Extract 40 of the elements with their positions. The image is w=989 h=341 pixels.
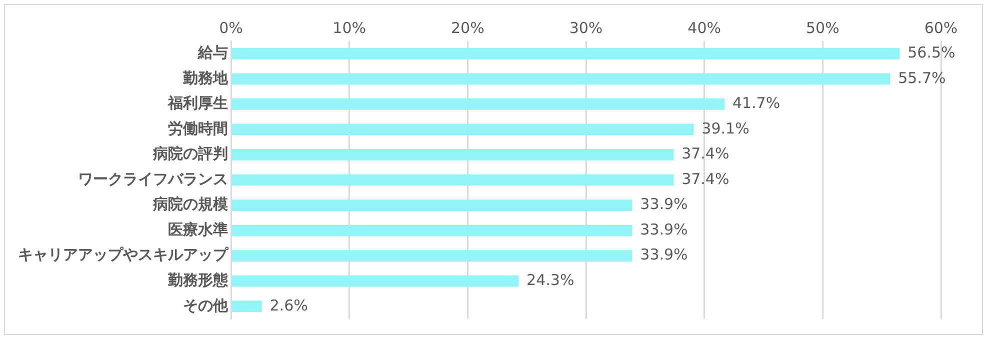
bar [232, 174, 674, 186]
bar [232, 48, 900, 60]
bar [232, 300, 262, 312]
data-label: 33.9% [640, 246, 688, 264]
data-label: 24.3% [526, 270, 574, 289]
data-label: 33.9% [640, 220, 688, 238]
y-tick-label: 医療水準 [168, 220, 228, 238]
x-tick-label: 30% [569, 18, 603, 37]
y-tick-label: 給与 [197, 44, 228, 62]
bar [232, 224, 632, 236]
y-tick-label: 勤務形態 [167, 270, 229, 289]
x-tick-label: 60% [924, 18, 958, 37]
data-label: 39.1% [702, 119, 750, 138]
bar [232, 73, 890, 85]
data-label: 33.9% [640, 195, 688, 214]
bar [232, 250, 632, 262]
data-label: 37.4% [682, 170, 730, 188]
y-tick-label: ワークライフバランス [78, 170, 228, 188]
data-label: 56.5% [908, 44, 956, 62]
bar [232, 200, 632, 211]
data-label: 2.6% [270, 296, 308, 314]
y-tick-label: 病院の評判 [152, 144, 228, 163]
bar [232, 98, 724, 110]
x-tick-label: 0% [219, 18, 243, 37]
data-label: 55.7% [898, 68, 946, 87]
x-tick-label: 10% [332, 18, 366, 37]
y-tick-label: その他 [183, 296, 229, 314]
y-tick-label: 病院の規模 [152, 195, 229, 214]
x-tick-label: 20% [450, 18, 484, 37]
data-label: 41.7% [732, 94, 780, 112]
y-tick-label: キャリアアップやスキルアップ [18, 246, 229, 264]
x-tick-label: 40% [688, 18, 722, 37]
x-tick-label: 50% [806, 18, 840, 37]
bar [232, 275, 519, 287]
y-tick-label: 福利厚生 [167, 94, 228, 112]
data-label: 37.4% [682, 144, 730, 163]
bar [232, 149, 674, 160]
y-tick-label: 勤務地 [182, 68, 229, 87]
y-tick-label: 労働時間 [168, 119, 228, 138]
bar [232, 124, 694, 136]
